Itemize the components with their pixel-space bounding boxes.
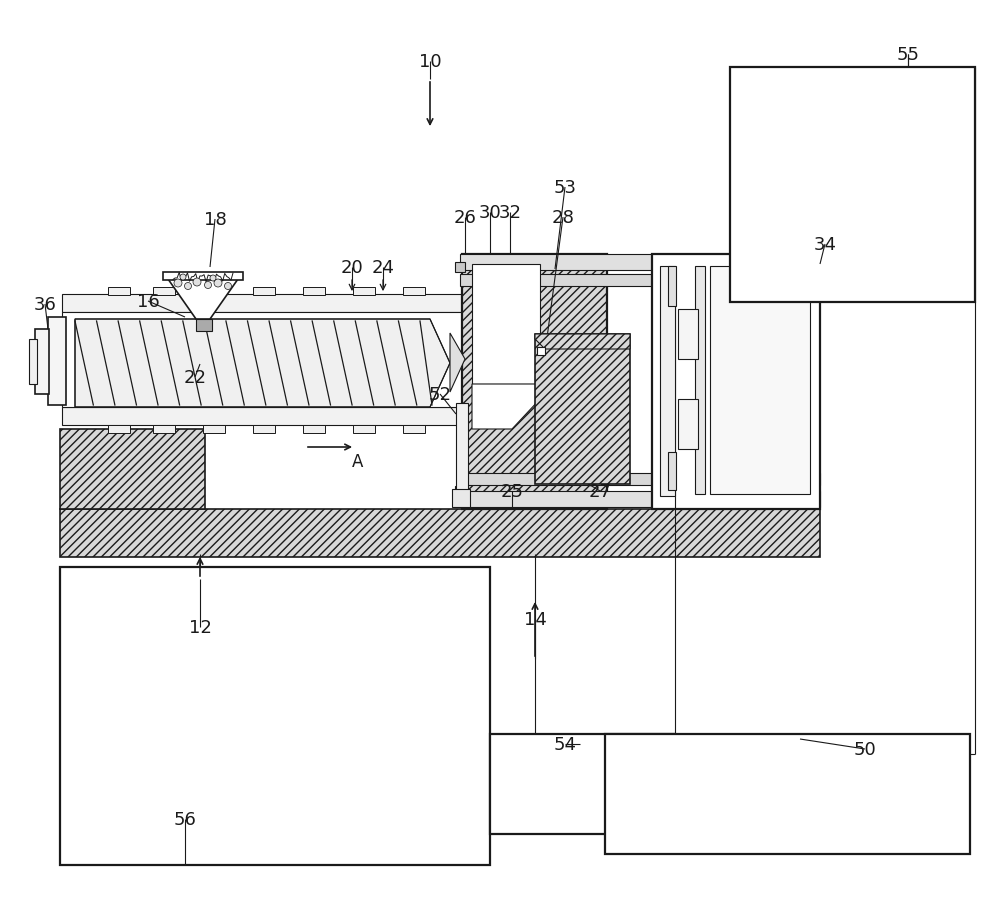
Text: 25: 25 [501,482,524,500]
Polygon shape [75,320,450,407]
Bar [303,425,325,433]
Text: 18: 18 [204,210,226,228]
Circle shape [174,280,182,288]
Bar [62,407,467,425]
Bar [163,273,243,281]
Bar [60,430,205,509]
Bar [490,734,675,834]
Text: 36: 36 [34,295,56,313]
Bar [60,509,820,557]
Text: 55: 55 [896,46,920,64]
Bar [48,318,66,405]
Bar [108,425,130,433]
Text: 54: 54 [554,735,576,753]
Circle shape [210,275,216,282]
Bar [253,425,275,433]
Circle shape [225,284,232,290]
Bar [29,340,37,385]
Bar [403,425,425,433]
Bar [108,288,130,295]
Bar [153,288,175,295]
Bar [668,266,676,307]
Bar [62,312,467,407]
Text: 27: 27 [588,482,612,500]
Bar [303,288,325,295]
Bar [730,68,975,303]
Bar [153,425,175,433]
Bar [462,255,607,509]
Circle shape [180,275,186,281]
Text: A: A [352,452,364,470]
Text: 12: 12 [189,619,211,637]
Circle shape [185,284,192,290]
Text: 52: 52 [429,386,452,404]
Bar [452,489,470,507]
Bar [472,265,540,385]
Text: 10: 10 [419,53,441,71]
Bar [62,294,467,312]
Text: 53: 53 [554,179,576,197]
Bar [460,491,820,507]
Text: 30: 30 [479,204,501,222]
Text: 14: 14 [524,610,546,628]
Bar [668,452,676,490]
Bar [460,473,820,486]
Polygon shape [450,333,465,393]
Bar [35,330,49,395]
Bar [460,255,820,271]
Bar [353,425,375,433]
Bar [652,255,820,509]
Bar [695,266,705,495]
Text: 28: 28 [552,209,574,227]
Bar [678,310,698,359]
Polygon shape [535,335,630,349]
Bar [253,288,275,295]
Circle shape [193,279,201,286]
Text: 22: 22 [184,368,207,386]
Bar [455,487,465,497]
Bar [353,288,375,295]
Bar [60,567,490,865]
Bar [196,320,212,331]
Text: 16: 16 [137,293,159,311]
Bar [660,266,675,497]
Bar [203,288,225,295]
Text: 24: 24 [372,259,395,276]
Text: 26: 26 [454,209,476,227]
Text: 32: 32 [499,204,522,222]
Text: 34: 34 [814,236,836,254]
Polygon shape [472,385,540,430]
Text: 56: 56 [174,810,196,828]
Bar [605,734,970,854]
Bar [537,348,545,356]
Text: 50: 50 [854,740,876,759]
Circle shape [214,280,222,288]
Bar [535,335,630,485]
Bar [678,399,698,450]
Circle shape [205,282,212,289]
Bar [460,275,820,286]
Bar [455,263,465,273]
Bar [203,425,225,433]
Bar [456,404,468,501]
Polygon shape [168,280,238,320]
Text: 20: 20 [341,259,363,276]
Bar [710,266,810,495]
Bar [403,288,425,295]
